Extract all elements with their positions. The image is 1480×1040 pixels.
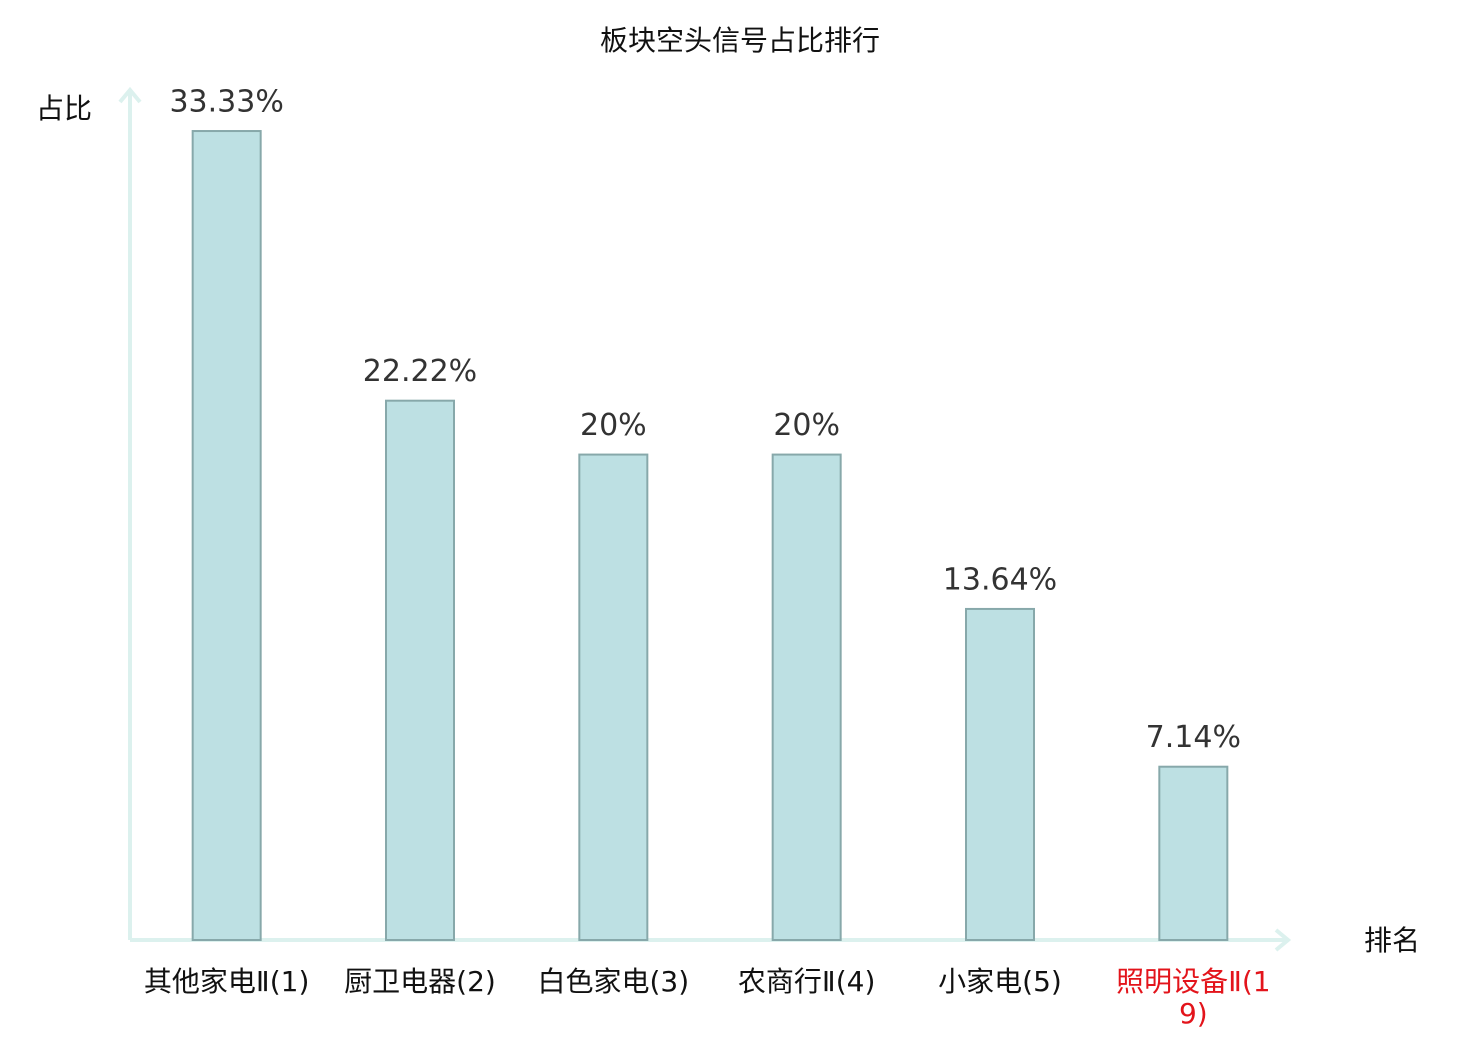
bar: [385, 399, 455, 941]
x-tick-label: 其他家电Ⅱ(1): [143, 965, 310, 998]
x-tick-label: 小家电(5): [938, 965, 1062, 998]
bar: [191, 130, 262, 942]
x-tick-label: 农商行Ⅱ(4): [737, 965, 876, 998]
value-label: 20%: [580, 408, 647, 443]
x-tick-label: 厨卫电器(2): [344, 965, 496, 998]
axes: [118, 86, 1292, 952]
value-label: 13.64%: [943, 562, 1057, 597]
bar: [1158, 765, 1229, 942]
bar: [965, 607, 1035, 942]
bar: [578, 453, 649, 941]
x-tick-label: 白色家电(3): [537, 965, 690, 998]
value-label: 33.33%: [169, 85, 283, 120]
y-axis-label: 占比: [36, 92, 92, 125]
value-label: 22.22%: [363, 354, 477, 389]
value-label: 20%: [773, 408, 840, 443]
x-axis-label: 排名: [1364, 924, 1420, 957]
bar: [771, 453, 842, 941]
y-axis-arrow: [118, 86, 142, 104]
x-tick-label: 照明设备Ⅱ(19): [1116, 965, 1271, 1030]
x-axis-arrow: [1274, 928, 1292, 952]
value-label: 7.14%: [1146, 720, 1241, 755]
chart-title: 板块空头信号占比排行: [600, 24, 880, 57]
